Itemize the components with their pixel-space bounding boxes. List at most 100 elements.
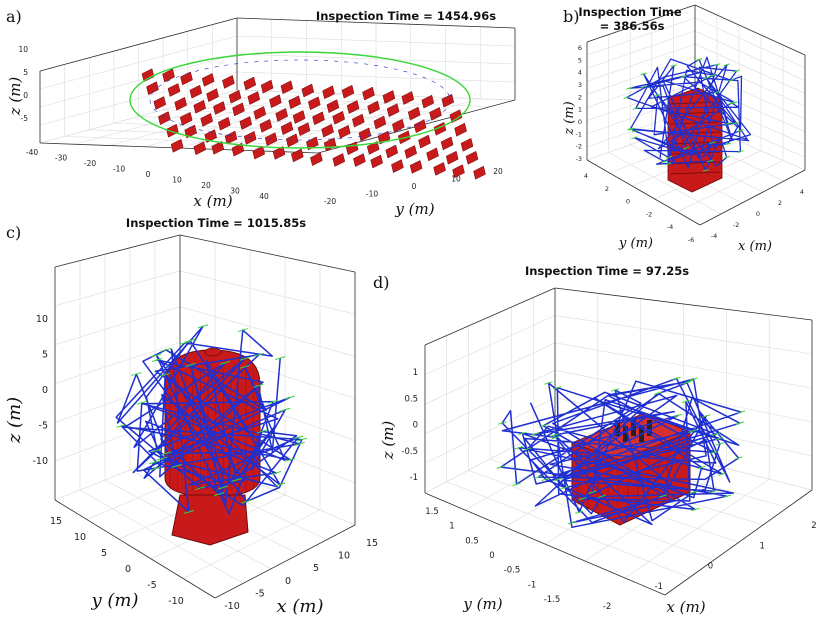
panel-d-bushing [631, 420, 636, 436]
panel-a-structure-block [280, 121, 294, 136]
panel-d-z-tick: 1 [413, 368, 418, 378]
panel-a-y-tick: -10 [366, 190, 378, 199]
panel-b-y-tick: 2 [605, 185, 609, 193]
panel-b-grid-line [586, 56, 696, 95]
panel-a-inspection-path [129, 51, 471, 149]
panel-d-y-tick: -1.5 [544, 595, 561, 605]
panel-a-structure-block [449, 109, 463, 124]
panel-b-grid-line [586, 43, 696, 82]
panel-c-viewpoint [284, 395, 295, 400]
panel-b-axis-line [699, 169, 806, 226]
panel-a-structure-block [167, 83, 181, 97]
panel-a-structure-block [222, 75, 235, 89]
panel-c-axis-line [214, 524, 356, 599]
panel-b-viewpoint [640, 85, 648, 89]
panel-c-grid-line [54, 378, 181, 423]
panel-a-structure-block [228, 89, 242, 104]
panel-d-viewpoint [709, 489, 719, 494]
panel-b-z-tick: -2 [576, 143, 582, 151]
panel-a-structure-block [454, 122, 467, 137]
panel-c-grid-line [179, 306, 356, 357]
panel-d-y-tick: 1.5 [425, 507, 439, 517]
panel-c-viewpoint [294, 441, 305, 446]
panel-b-viewpoint [631, 129, 639, 133]
panel-c-viewpoint [184, 338, 196, 343]
panel-b-viewpoint [626, 86, 633, 90]
panel-a-structure-block [473, 165, 486, 180]
panel-a-structure-block [275, 108, 288, 122]
panel-b-z-tick: 6 [578, 44, 582, 52]
panel-b-grid-line [694, 82, 806, 132]
panel-d-label: d) [373, 273, 389, 292]
panel-b-viewpoint [680, 75, 687, 79]
panel-d-viewpoint [734, 456, 743, 460]
panel-b-grid-line [694, 17, 806, 69]
panel-b-x-tick: 2 [778, 199, 782, 207]
panel-a-structure-block [377, 130, 391, 145]
panel-d-x-tick: -2 [603, 602, 611, 612]
panel-a-structure-block [407, 106, 421, 121]
panel-d-inspection-path [496, 376, 746, 529]
panel-b-viewpoint [723, 155, 730, 159]
panel-d-viewpoint [682, 381, 692, 385]
panel-d-viewpoint [735, 421, 744, 425]
panel-d-z-tick: 0.5 [404, 394, 418, 404]
panel-c-viewpoint [160, 372, 171, 377]
panel-b-viewpoint [737, 129, 744, 132]
panel-b-viewpoint [733, 69, 740, 73]
panel-b-grid-line [677, 160, 784, 213]
panel-a: -40 -30 -20 -10 0 10 20 30 40 -20 -10 0 10 20 10 5 0 -5 a… [6, 7, 516, 218]
panel-d-viewpoint [498, 421, 507, 425]
panel-d-z-tick: -0.5 [401, 447, 418, 457]
panel-a-structure-block [346, 100, 360, 114]
panel-d-viewpoint [523, 447, 532, 451]
panel-a-structure-block [310, 152, 323, 166]
panel-a-structure-block [297, 122, 311, 137]
panel-d-y-tick: -0.5 [504, 566, 521, 576]
panel-b-x-tick: -2 [733, 221, 739, 229]
panel-c-viewpoint [183, 509, 195, 514]
panel-c-y-tick: 0 [125, 564, 131, 575]
panel-a-ylabel: y (m) [394, 200, 434, 218]
panel-d-axis-line [664, 489, 813, 596]
panel-a-structure-block [193, 141, 207, 156]
panel-c-z-tick: 0 [42, 385, 48, 396]
panel-a-structure-block [429, 107, 442, 121]
panel-a-structure-block [292, 110, 306, 124]
panel-a-structure-block [433, 162, 446, 176]
panel-b-y-tick: 0 [626, 198, 630, 206]
panel-c-x-tick: -5 [255, 588, 264, 599]
panel-c-viewpoint [151, 448, 163, 453]
panel-a-structure-block [362, 86, 375, 101]
panel-b-viewpoint [727, 78, 735, 82]
panel-d-viewpoint [722, 494, 732, 498]
panel-d-viewpoint [588, 490, 597, 494]
panel-a-structure-block [392, 118, 405, 133]
panel-c-viewpoint [213, 492, 225, 497]
panel-c-zlabel: z (m) [4, 397, 25, 444]
panel-d-bushing [623, 426, 628, 442]
panel-d-viewpoint [689, 490, 698, 494]
panel-a-structure-block [426, 147, 439, 162]
panel-a-y-tick: 0 [412, 182, 417, 191]
panel-a-structure-block [141, 68, 155, 83]
panel-c-viewpoint [280, 407, 291, 412]
panel-a-structure-block [280, 80, 294, 95]
panel-d-viewpoint [689, 377, 698, 381]
panel-c-x-tick: -10 [224, 601, 240, 612]
panel-a-structure-block [452, 164, 465, 179]
panel-b-zlabel: z (m) [562, 101, 577, 135]
panel-d-bushing [615, 420, 620, 436]
panel-a-x-tick: 30 [230, 187, 240, 196]
panel-a-x-tick: 0 [146, 170, 151, 179]
panel-c-viewpoint [241, 499, 252, 504]
panel-b-y-tick: -2 [646, 210, 652, 218]
panel-a-structure-block [367, 100, 380, 115]
panel-b-z-tick: 3 [578, 81, 582, 89]
panel-d-x-tick: -1 [655, 582, 663, 592]
panel-b-inspection-path [623, 56, 752, 172]
panel-a-orbit [129, 51, 471, 149]
panel-c-viewpoint [293, 435, 304, 440]
panel-a-structure-block [409, 160, 423, 174]
